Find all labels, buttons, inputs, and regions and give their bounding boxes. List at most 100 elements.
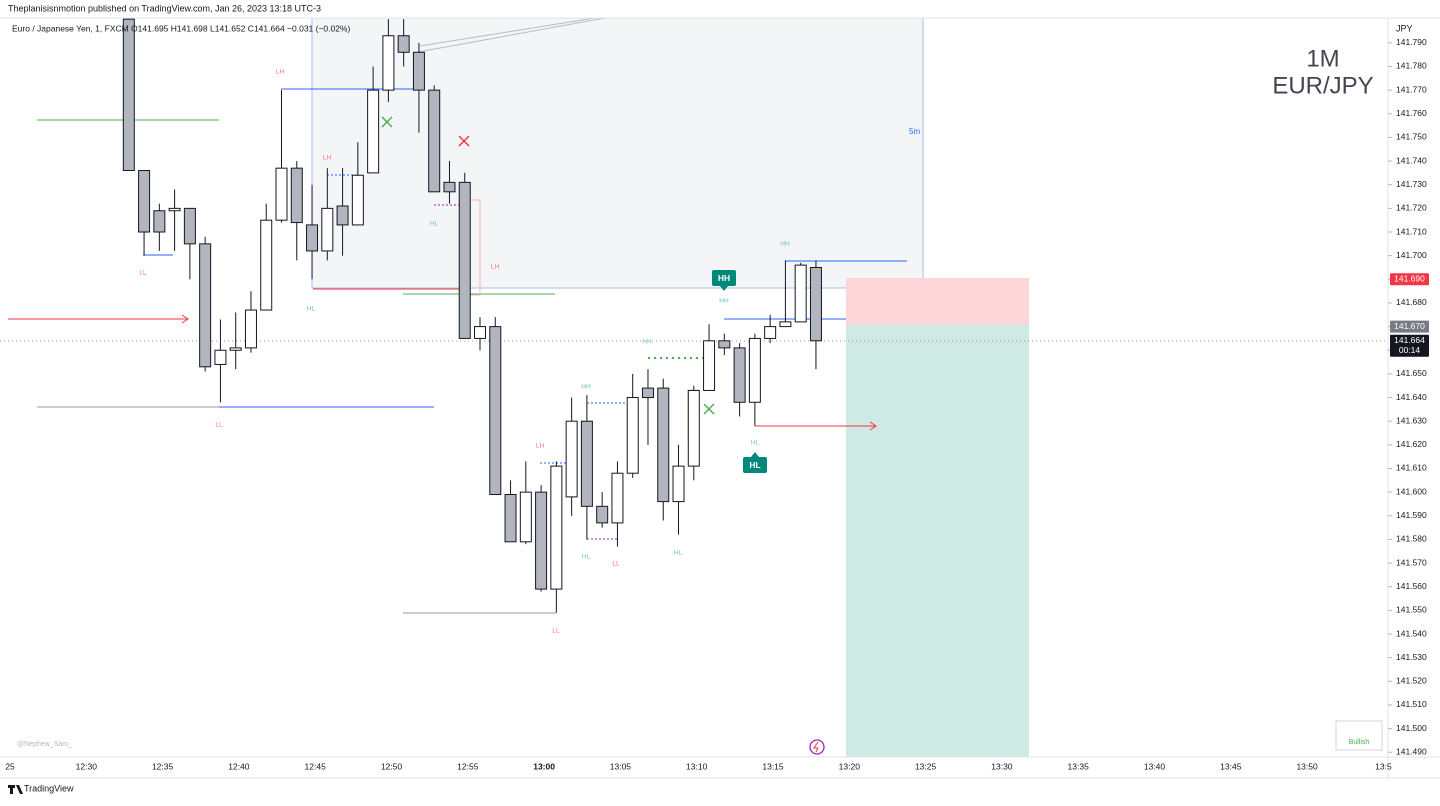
cross-marker bbox=[703, 403, 715, 415]
x-tick-label: 25 bbox=[5, 761, 15, 771]
event-icon-bolt bbox=[813, 741, 819, 753]
y-tick-label: 141.530 bbox=[1396, 652, 1427, 662]
target-zone bbox=[846, 325, 1029, 757]
y-tick-label: 141.580 bbox=[1396, 534, 1427, 544]
candle-body bbox=[428, 89, 441, 193]
header: Theplanisisnmotion published on TradingV… bbox=[8, 3, 321, 13]
y-tick-label: 141.750 bbox=[1396, 132, 1427, 142]
box-label: 5m bbox=[909, 127, 920, 136]
y-tick-label: 141.550 bbox=[1396, 605, 1427, 615]
x-tick-label: 12:50 bbox=[381, 761, 403, 771]
x-tick-label: 12:30 bbox=[76, 761, 98, 771]
status: Bullish bbox=[1349, 739, 1370, 746]
y-tick-label: 141.590 bbox=[1396, 510, 1427, 520]
candle-body bbox=[183, 207, 196, 245]
y-tick-label: 141.490 bbox=[1396, 747, 1427, 757]
candle-body bbox=[580, 420, 593, 507]
candle-body bbox=[244, 309, 257, 349]
x-tick-label: 13:10 bbox=[686, 761, 708, 771]
price-label: 141.690 bbox=[1394, 274, 1425, 284]
candle-body bbox=[199, 243, 212, 368]
event-icon[interactable] bbox=[809, 739, 825, 755]
x-tick-label: 12:55 bbox=[457, 761, 479, 771]
candle-body bbox=[809, 266, 822, 342]
status-box bbox=[1335, 720, 1383, 751]
price-label: 141.670 bbox=[1394, 321, 1425, 331]
candle-body bbox=[351, 174, 364, 226]
badge-label: HH bbox=[718, 273, 730, 283]
cross-marker bbox=[458, 135, 470, 147]
candles bbox=[122, 18, 822, 613]
swing-label: HH bbox=[581, 384, 591, 391]
badge-pointer bbox=[751, 452, 759, 457]
swing-label: HL bbox=[582, 554, 591, 561]
x-tick-label: 13:40 bbox=[1144, 761, 1166, 771]
y-tick-label: 141.570 bbox=[1396, 557, 1427, 567]
y-tick-label: 141.780 bbox=[1396, 61, 1427, 71]
candle-body bbox=[641, 387, 654, 399]
swing-label: LL bbox=[139, 270, 147, 277]
price-label-bg bbox=[1390, 273, 1429, 286]
x-tick-label: 13:35 bbox=[1068, 761, 1090, 771]
candle-body bbox=[458, 181, 471, 339]
cross-marker bbox=[381, 116, 393, 128]
swing-label: HH bbox=[642, 339, 652, 346]
badge-pointer bbox=[720, 286, 728, 291]
candle-body bbox=[153, 210, 166, 233]
stop-zone bbox=[846, 278, 1029, 325]
x-tick-label: 13:45 bbox=[1220, 761, 1242, 771]
candle-body bbox=[367, 89, 380, 174]
candle-body bbox=[229, 347, 242, 351]
x-tick-label: 13:05 bbox=[610, 761, 632, 771]
y-tick-label: 141.650 bbox=[1396, 368, 1427, 378]
y-tick-label: 141.740 bbox=[1396, 155, 1427, 165]
candle-body bbox=[687, 389, 700, 467]
y-tick-label: 141.680 bbox=[1396, 297, 1427, 307]
price-label: 141.664 bbox=[1394, 335, 1425, 345]
swing-label: HL bbox=[307, 306, 316, 313]
candle-body bbox=[168, 207, 181, 212]
candle-body bbox=[779, 321, 792, 328]
y-tick-label: 141.770 bbox=[1396, 84, 1427, 94]
candle-body bbox=[122, 18, 135, 172]
y-tick-label: 141.760 bbox=[1396, 108, 1427, 118]
trend-line bbox=[419, 17, 596, 47]
x-tick-label: 12:45 bbox=[305, 761, 327, 771]
swing-label: LL bbox=[215, 422, 223, 429]
candle-body bbox=[596, 505, 609, 524]
watermark: EUR/JPY bbox=[1272, 72, 1373, 99]
y-tick-label: 141.630 bbox=[1396, 415, 1427, 425]
swing-label: HL bbox=[430, 221, 439, 228]
candle-body bbox=[565, 420, 578, 498]
swing-label: LH bbox=[323, 155, 332, 162]
candle-body bbox=[336, 205, 349, 226]
annotations: LH LH LL HL HL LH LL HH LH HL LL HL LL HH HH HH HL HH HL bbox=[139, 69, 790, 635]
candle-body bbox=[412, 51, 425, 91]
y-tick-label: 141.730 bbox=[1396, 179, 1427, 189]
y-tick-label: 141.710 bbox=[1396, 226, 1427, 236]
candle-body bbox=[443, 181, 456, 193]
candle-body bbox=[306, 224, 319, 252]
x-tick-label: 13:25 bbox=[915, 761, 937, 771]
countdown: 00:14 bbox=[1399, 345, 1421, 355]
candle-body bbox=[703, 340, 716, 391]
candle-body bbox=[718, 340, 731, 349]
badge bbox=[743, 457, 767, 473]
swing-label: LL bbox=[552, 628, 560, 635]
brand-logo bbox=[8, 785, 23, 794]
candle-body bbox=[275, 167, 288, 221]
trend-line bbox=[417, 17, 606, 53]
x-tick-label: 13:15 bbox=[762, 761, 784, 771]
swing-label: HL bbox=[751, 440, 760, 447]
author: @Nephew_Sam_ bbox=[17, 741, 72, 748]
legend: Euro / Japanese Yen, 1, FXCM O141.695 H1… bbox=[12, 23, 351, 33]
x-tick-label: 12:35 bbox=[152, 761, 174, 771]
y-tick-label: 141.520 bbox=[1396, 676, 1427, 686]
candle-body bbox=[550, 465, 563, 590]
badge-label: HL bbox=[749, 460, 760, 470]
candle-body bbox=[626, 397, 639, 474]
y-tick-label: 141.610 bbox=[1396, 463, 1427, 473]
